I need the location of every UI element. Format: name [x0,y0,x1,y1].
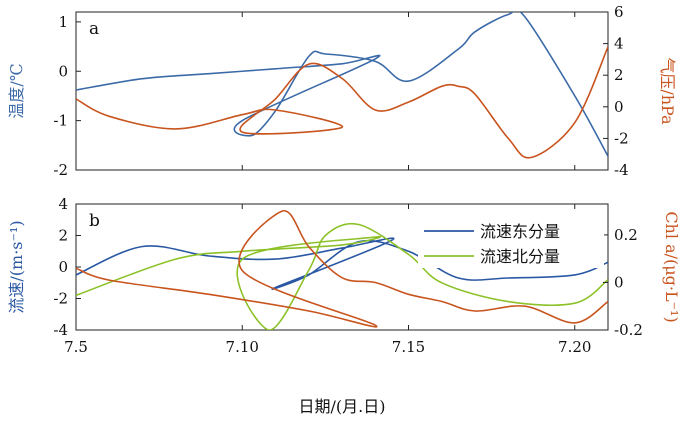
panel-b-ylabel-right: Chl a/(μg·L⁻¹) [662,211,681,322]
legend-label-north: 流速北分量 [480,247,560,266]
b-right-tick-label-0: -0.2 [614,321,643,339]
panel-b-x-ticks: 7.5 7.10 7.15 7.20 [64,204,591,356]
a-right-tick-label-0: -4 [614,161,629,179]
b-series-line-1 [76,222,608,330]
a-series-line-1 [76,46,608,159]
a-right-tick-label-1: -2 [614,129,629,147]
panel-a-x-ticks [75,12,576,170]
b-left-tick-label-1: -2 [53,290,68,308]
panel-a-series [76,12,608,159]
a-right-tick-label-2: 0 [614,98,624,116]
b-left-tick-label-4: 4 [58,195,68,213]
x-tick-label-0: 7.5 [64,338,88,356]
b-left-tick-label-3: 2 [58,227,68,245]
panel-a: -2 -1 0 1 -4 -2 0 2 4 6 a 温度/℃ 气压/hPa [7,3,677,179]
panel-b-ylabel-left: 流速/(m·s⁻¹) [7,220,26,313]
panel-a-left-ticks: -2 -1 0 1 [53,13,81,179]
panel-b-letter: b [89,211,100,231]
legend-label-east: 流速东分量 [480,222,560,241]
x-tick-label-1: 7.10 [226,338,259,356]
x-tick-label-2: 7.15 [392,338,425,356]
a-right-tick-label-5: 6 [614,3,624,21]
x-axis-label: 日期/(月.日) [299,397,386,416]
a-right-tick-label-3: 2 [614,66,624,84]
panel-a-ylabel-right: 气压/hPa [658,57,677,125]
legend-box [418,212,604,268]
x-tick-label-3: 7.20 [558,338,591,356]
b-left-tick-label-2: 0 [58,258,68,276]
a-right-tick-label-4: 4 [614,35,624,53]
a-series-line-0 [76,12,608,157]
panel-b-left-ticks: -4 -2 0 2 4 [53,195,81,339]
panel-a-letter: a [89,19,99,39]
a-left-tick-label-0: -2 [53,161,68,179]
b-series-line-2 [76,210,608,328]
panel-a-right-ticks: -4 -2 0 2 4 6 [603,3,629,179]
legend: 流速东分量 流速北分量 [418,212,604,268]
a-left-tick-label-3: 1 [58,13,68,31]
a-left-tick-label-2: 0 [58,62,68,80]
panel-a-ylabel-left: 温度/℃ [7,63,26,118]
panel-b-series [76,210,608,330]
b-right-tick-label-2: 0.2 [614,226,638,244]
panel-b-right-ticks: -0.2 0 0.2 [603,226,643,339]
b-left-tick-label-0: -4 [53,321,68,339]
panel-a-frame [75,11,609,171]
panel-b: -4 -2 0 2 4 -0.2 0 0.2 7.5 7.10 7.15 7.20 b 流速/(m… [7,195,681,356]
a-left-tick-label-1: -1 [53,112,68,130]
b-right-tick-label-1: 0 [614,273,624,291]
